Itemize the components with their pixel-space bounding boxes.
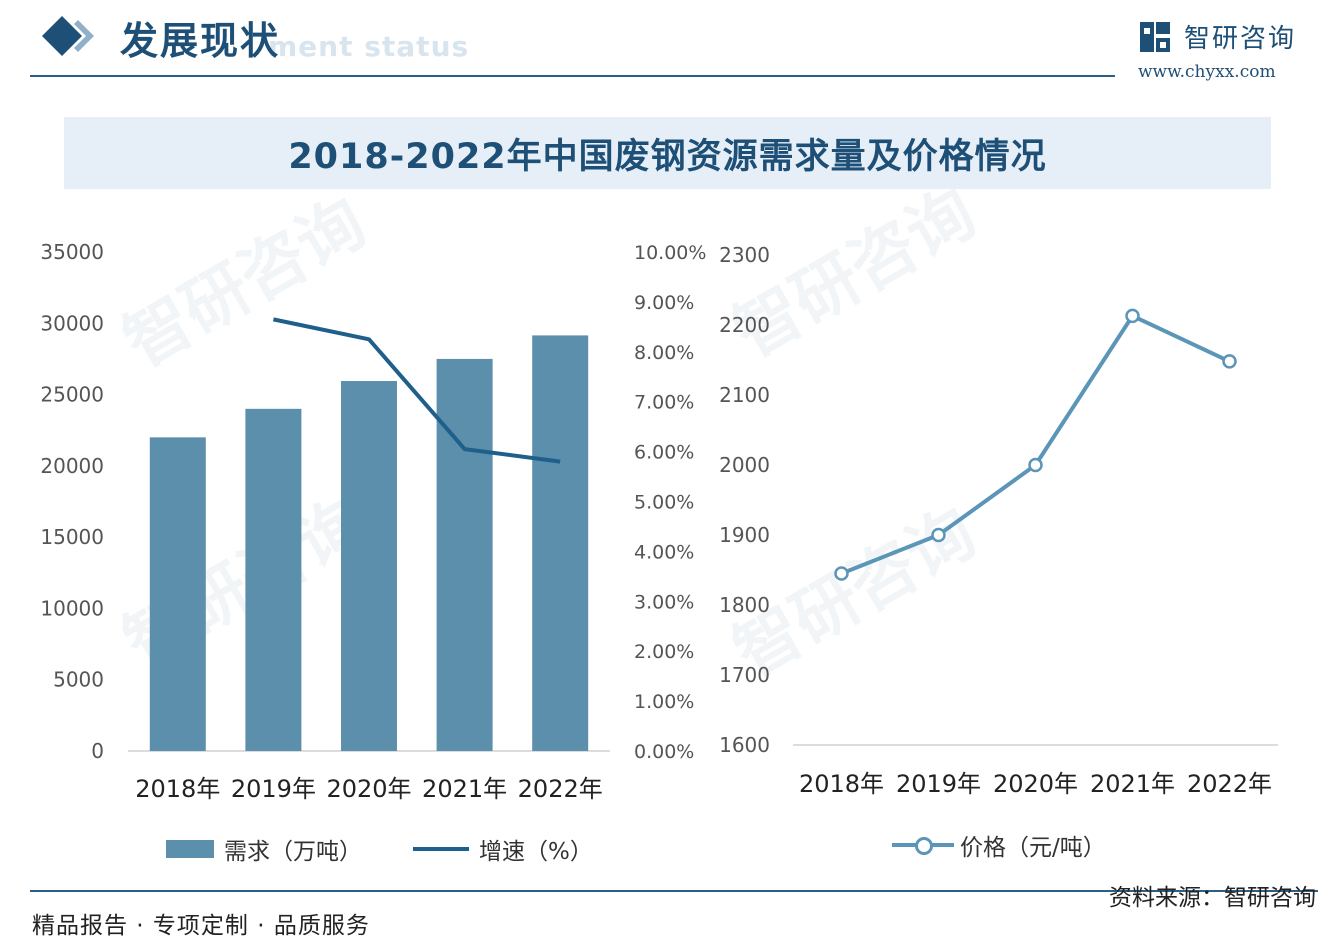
- legend-line-swatch: [413, 847, 469, 851]
- right-y-tick-label: 9.00%: [634, 292, 694, 314]
- header-divider: [30, 75, 1115, 77]
- page-title: 发展现状: [120, 19, 281, 63]
- source-note: 资料来源：智研咨询: [1109, 885, 1316, 911]
- price-y-tick-label: 1700: [719, 663, 770, 687]
- legend-bar-swatch: [166, 840, 214, 858]
- price-point: [834, 566, 849, 581]
- right-y-tick-label: 7.00%: [634, 392, 694, 414]
- logo-url[interactable]: www.chyxx.com: [1138, 62, 1276, 82]
- legend-marker-swatch: [892, 835, 954, 855]
- header-subtitle: ment status: [268, 30, 470, 63]
- legend-price: 价格（元/吨）: [892, 828, 1106, 862]
- header-diamond-icon: [42, 16, 94, 56]
- price-y-tick-label: 1900: [719, 523, 770, 547]
- legend-price-label: 价格（元/吨）: [960, 835, 1106, 861]
- price-x-tick-label: 2019年: [896, 770, 981, 798]
- price-y-tick-label: 2300: [719, 243, 770, 267]
- legend-demand: 需求（万吨）: [166, 832, 362, 866]
- right-y-tick-label: 3.00%: [634, 591, 694, 613]
- right-y-tick-label: 4.00%: [634, 541, 694, 563]
- left-x-tick-label: 2020年: [326, 775, 411, 803]
- price-point: [931, 527, 946, 543]
- left-y-tick-label: 20000: [40, 454, 104, 478]
- price-point: [1125, 308, 1140, 324]
- price-y-tick-label: 2200: [719, 313, 770, 337]
- demand-bar: [436, 358, 493, 751]
- right-y-tick-label: 2.00%: [634, 641, 694, 663]
- left-y-tick-label: 5000: [53, 668, 104, 692]
- price-y-tick-label: 2100: [719, 383, 770, 407]
- price-x-tick-label: 2018年: [799, 770, 884, 798]
- growth-rate-line: [272, 317, 561, 464]
- price-point: [1028, 457, 1043, 473]
- legend-growth: 增速（%）: [413, 832, 593, 866]
- right-y-tick-label: 6.00%: [634, 442, 694, 464]
- logo-mark-icon: [1140, 22, 1170, 52]
- right-y-tick-label: 0.00%: [634, 741, 694, 763]
- demand-bar: [245, 408, 302, 751]
- footer-tagline: 精品报告 · 专项定制 · 品质服务: [32, 913, 370, 939]
- left-x-tick-label: 2021年: [422, 775, 507, 803]
- price-x-tick-label: 2022年: [1187, 770, 1272, 798]
- demand-bar: [149, 437, 206, 751]
- left-x-tick-label: 2019年: [231, 775, 316, 803]
- left-y-tick-label: 35000: [40, 240, 104, 264]
- price-y-tick-label: 1600: [719, 733, 770, 757]
- left-y-tick-label: 25000: [40, 383, 104, 407]
- chart-title-band: 2018-2022年中国废钢资源需求量及价格情况: [64, 117, 1271, 189]
- right-y-tick-label: 1.00%: [634, 691, 694, 713]
- brand-logo: 智研咨询 www.chyxx.com: [1138, 18, 1303, 88]
- legend-demand-label: 需求（万吨）: [224, 839, 362, 865]
- price-y-tick-label: 1800: [719, 593, 770, 617]
- price-point: [1222, 354, 1237, 369]
- left-y-tick-label: 15000: [40, 525, 104, 549]
- price-y-tick-label: 2000: [719, 453, 770, 477]
- price-x-tick-label: 2020年: [993, 770, 1078, 798]
- price-x-tick-label: 2021年: [1090, 770, 1175, 798]
- right-y-tick-label: 8.00%: [634, 342, 694, 364]
- right-y-tick-label: 5.00%: [634, 492, 694, 514]
- left-y-tick-label: 10000: [40, 596, 104, 620]
- left-x-tick-label: 2018年: [135, 775, 220, 803]
- chart-title: 2018-2022年中国废钢资源需求量及价格情况: [288, 136, 1047, 177]
- left-x-tick-label: 2022年: [518, 775, 603, 803]
- left-y-tick-label: 30000: [40, 311, 104, 335]
- footer-divider: [30, 890, 1318, 892]
- demand-bar: [341, 381, 397, 751]
- logo-name: 智研咨询: [1184, 24, 1297, 54]
- price-line: [840, 313, 1231, 576]
- demand-bar: [532, 335, 589, 751]
- right-y-tick-label: 10.00%: [634, 242, 706, 264]
- left-y-tick-label: 0: [91, 739, 104, 763]
- legend-growth-label: 增速（%）: [479, 839, 593, 865]
